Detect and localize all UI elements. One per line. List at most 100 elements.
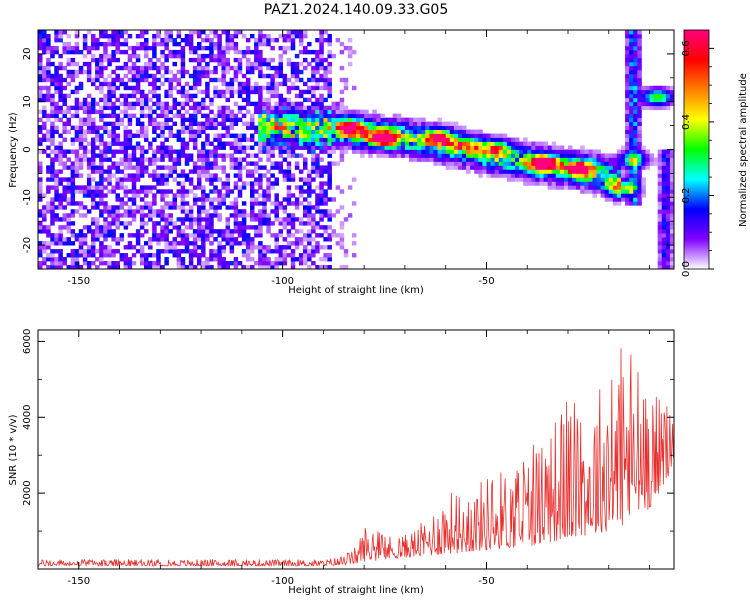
heatmap-cell	[144, 53, 149, 59]
heatmap-cell	[376, 117, 381, 123]
heatmap-cell	[229, 141, 235, 146]
heatmap-cell	[270, 129, 275, 134]
heatmap-cell	[164, 145, 169, 150]
heatmap-cell	[254, 81, 259, 87]
heatmap-cell	[669, 245, 674, 250]
heatmap-cell	[119, 149, 125, 154]
heatmap-cell	[665, 173, 671, 178]
heatmap-cell	[657, 181, 663, 186]
heatmap-cell	[123, 125, 129, 130]
heatmap-cell	[286, 61, 292, 67]
heatmap-cell	[115, 169, 120, 174]
snr-background	[38, 330, 674, 569]
heatmap-cell	[657, 165, 663, 170]
heatmap-cell	[274, 93, 279, 99]
heatmap-cell	[148, 57, 153, 63]
heatmap-cell	[286, 165, 292, 170]
heatmap-cell	[347, 145, 353, 150]
heatmap-cell	[107, 181, 112, 186]
heatmap-cell	[144, 165, 149, 170]
heatmap-cell	[604, 165, 610, 170]
heatmap-cell	[50, 165, 55, 170]
heatmap-cell	[551, 169, 557, 174]
heatmap-cell	[225, 153, 231, 158]
heatmap-cell	[539, 153, 544, 158]
heatmap-cell	[127, 197, 133, 202]
heatmap-cell	[70, 229, 76, 234]
heatmap-cell	[600, 169, 606, 174]
heatmap-cell	[645, 93, 650, 99]
heatmap-cell	[482, 157, 487, 162]
heatmap-cell	[78, 145, 84, 150]
heatmap-cell	[274, 233, 279, 238]
heatmap-cell	[95, 233, 100, 238]
heatmap-cell	[592, 165, 597, 170]
heatmap-cell	[213, 113, 218, 119]
heatmap-cell	[298, 133, 304, 138]
heatmap-cell	[86, 209, 92, 214]
heatmap-cell	[197, 229, 202, 234]
heatmap-cell	[637, 133, 642, 138]
heatmap-cell	[274, 205, 279, 210]
heatmap-cell	[225, 97, 231, 103]
heatmap-cell	[400, 125, 406, 130]
heatmap-cell	[270, 65, 275, 71]
heatmap-cell	[164, 245, 169, 250]
heatmap-cell	[95, 137, 100, 142]
heatmap-cell	[99, 245, 104, 250]
heatmap-cell	[54, 81, 59, 87]
heatmap-cell	[303, 233, 308, 238]
heatmap-cell	[78, 85, 84, 91]
heatmap-cell	[123, 165, 129, 170]
heatmap-cell	[233, 69, 239, 75]
heatmap-cell	[62, 101, 67, 107]
heatmap-cell	[131, 245, 137, 250]
heatmap-cell	[506, 161, 512, 166]
heatmap-cell	[233, 30, 239, 35]
heatmap-cell	[241, 85, 247, 91]
heatmap-cell	[237, 145, 243, 150]
heatmap-cell	[633, 125, 638, 130]
heatmap-cell	[323, 77, 328, 83]
heatmap-cell	[217, 133, 222, 138]
heatmap-cell	[176, 249, 182, 254]
heatmap-cell	[339, 233, 345, 238]
heatmap-cell	[172, 149, 178, 154]
heatmap-cell	[307, 221, 312, 226]
heatmap-cell	[131, 77, 137, 83]
heatmap-cell	[237, 89, 243, 95]
heatmap-cell	[86, 193, 92, 198]
heatmap-cell	[661, 261, 667, 266]
heatmap-cell	[669, 201, 674, 206]
heatmap-cell	[119, 221, 125, 226]
heatmap-cell	[74, 69, 80, 75]
heatmap-cell	[164, 125, 169, 130]
heatmap-cell	[347, 117, 353, 123]
heatmap-cell	[637, 109, 642, 115]
heatmap-cell	[669, 213, 674, 218]
heatmap-cell	[266, 105, 271, 111]
heatmap-cell	[139, 109, 145, 115]
heatmap-cell	[343, 137, 349, 142]
heatmap-cell	[225, 241, 231, 246]
heatmap-cell	[347, 213, 353, 218]
heatmap-cell	[201, 30, 206, 35]
heatmap-cell	[612, 169, 618, 174]
heatmap-cell	[123, 93, 129, 99]
heatmap-cell	[319, 53, 324, 59]
heatmap-cell	[372, 121, 377, 126]
heatmap-cell	[115, 181, 120, 186]
heatmap-cell	[172, 241, 178, 246]
heatmap-cell	[327, 265, 332, 269]
heatmap-cell	[339, 113, 345, 119]
heatmap-cell	[388, 133, 394, 138]
heatmap-cell	[205, 169, 210, 174]
heatmap-cell	[78, 157, 84, 162]
heatmap-cell	[229, 109, 235, 115]
heatmap-cell	[600, 177, 606, 182]
x-tick-label: -100	[271, 576, 294, 587]
heatmap-cell	[307, 129, 312, 134]
heatmap-cell	[180, 125, 186, 130]
heatmap-cell	[78, 69, 84, 75]
heatmap-cell	[139, 93, 145, 99]
